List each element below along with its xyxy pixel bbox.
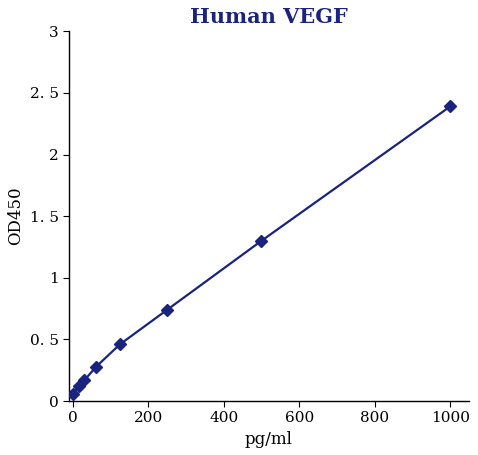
Title: Human VEGF: Human VEGF <box>190 7 348 27</box>
Y-axis label: OD450: OD450 <box>7 187 24 246</box>
X-axis label: pg/ml: pg/ml <box>245 431 293 448</box>
